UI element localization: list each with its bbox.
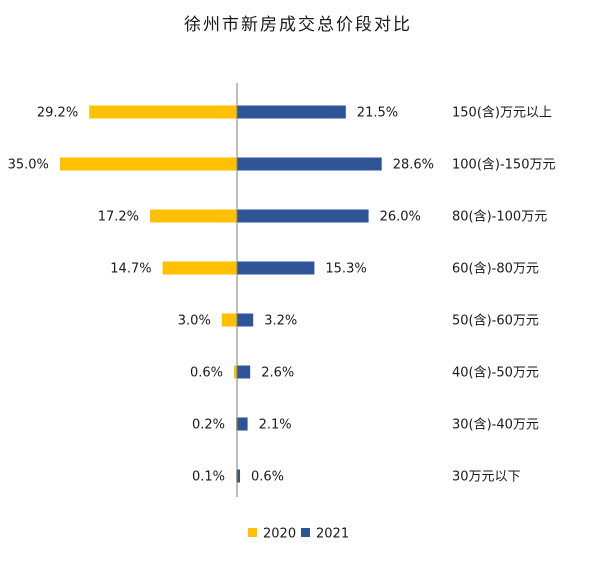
value-label-2021-4: 3.2%: [264, 314, 297, 329]
value-label-2021-2: 26.0%: [380, 210, 421, 225]
bar-2020-4: [221, 313, 237, 327]
value-label-2021-0: 21.5%: [357, 106, 398, 121]
bar-2021-3: [237, 261, 315, 275]
legend-label-2021: 2021: [316, 527, 349, 542]
bar-2020-0: [89, 105, 237, 119]
value-label-2021-5: 2.6%: [261, 366, 294, 381]
bar-2021-0: [237, 105, 346, 119]
bar-2020-1: [59, 157, 238, 171]
bar-2020-3: [162, 261, 237, 275]
value-label-2021-1: 28.6%: [393, 158, 434, 173]
bar-2020-2: [150, 209, 237, 223]
category-label-4: 50(含)-60万元: [452, 313, 539, 329]
value-label-2020-0: 29.2%: [37, 106, 78, 121]
value-label-2020-6: 0.2%: [192, 418, 225, 433]
bar-2021-2: [237, 209, 369, 223]
value-label-2021-6: 2.1%: [259, 418, 292, 433]
value-label-2020-1: 35.0%: [8, 158, 49, 173]
legend-label-2020: 2020: [263, 527, 296, 542]
bars-group: [59, 105, 382, 483]
value-label-2020-4: 3.0%: [178, 314, 211, 329]
bar-2021-6: [237, 417, 248, 431]
bar-2021-7: [237, 469, 240, 483]
value-label-2020-2: 17.2%: [98, 210, 139, 225]
chart-title: 徐州市新房成交总价段对比: [184, 15, 412, 35]
value-label-2021-3: 15.3%: [325, 262, 366, 277]
bar-2020-5: [234, 365, 237, 379]
legend-swatch-2020: [248, 528, 257, 537]
labels-group: 29.2% 21.5% 150(含)万元以上 35.0% 28.6% 100(含)-150…: [8, 105, 556, 485]
category-label-2: 80(含)-100万元: [452, 209, 547, 225]
legend: 2020 2021: [248, 527, 349, 542]
legend-swatch-2021: [301, 528, 310, 537]
category-label-7: 30万元以下: [452, 470, 521, 485]
category-label-3: 60(含)-80万元: [452, 261, 539, 277]
bar-2021-4: [237, 313, 254, 327]
value-label-2020-7: 0.1%: [192, 470, 225, 485]
value-label-2020-5: 0.6%: [190, 366, 223, 381]
category-label-1: 100(含)-150万元: [452, 157, 555, 173]
category-label-6: 30(含)-40万元: [452, 417, 539, 433]
bar-2021-5: [237, 365, 251, 379]
category-label-0: 150(含)万元以上: [452, 105, 552, 121]
category-label-5: 40(含)-50万元: [452, 365, 539, 381]
value-label-2020-3: 14.7%: [110, 262, 151, 277]
value-label-2021-7: 0.6%: [251, 470, 284, 485]
bar-2021-1: [237, 157, 382, 171]
